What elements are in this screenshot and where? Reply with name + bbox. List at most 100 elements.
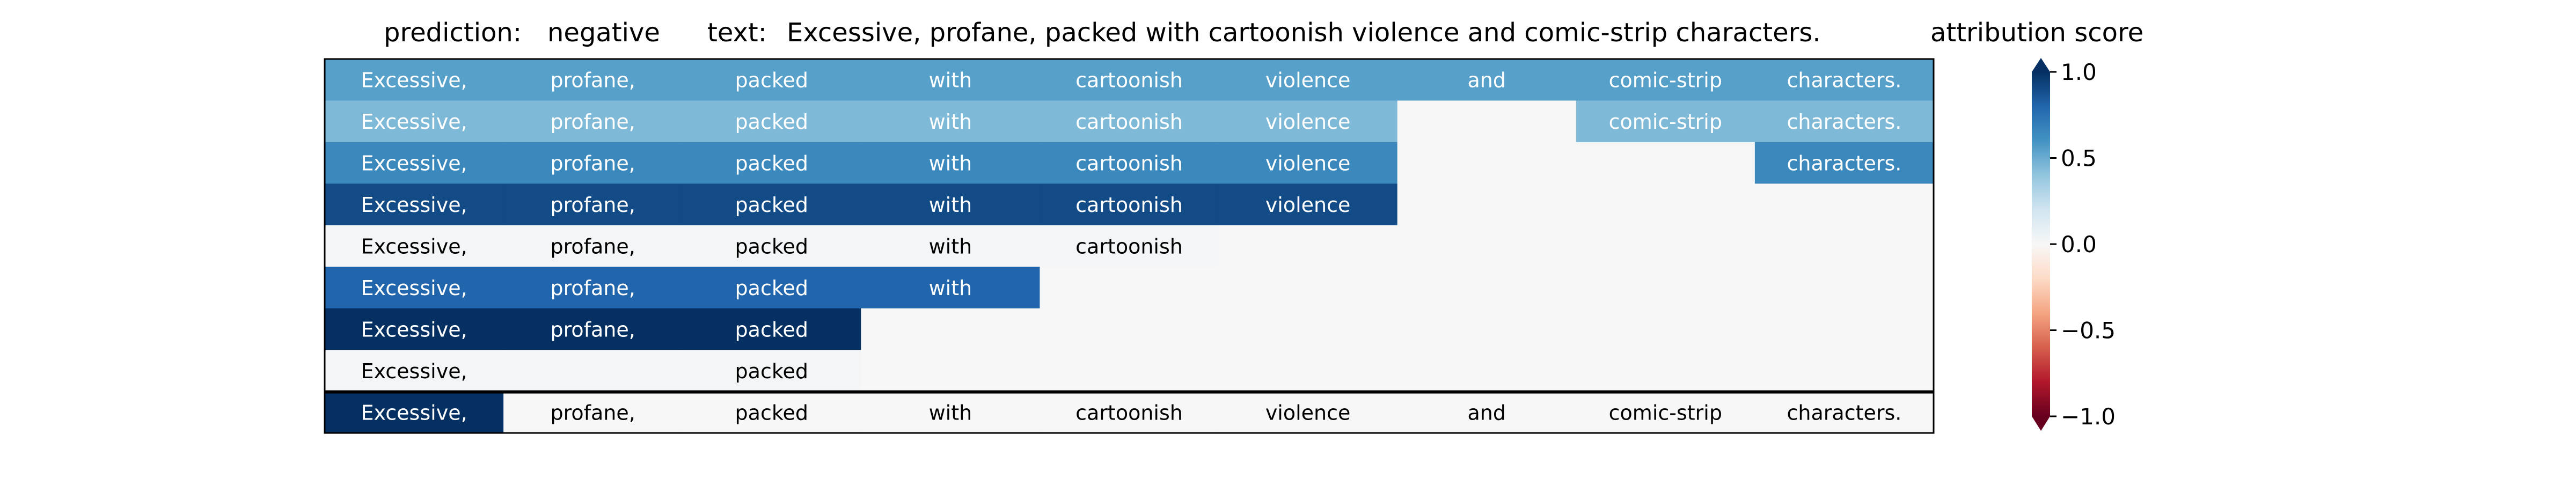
colorbar-title: attribution score — [1930, 18, 2143, 48]
colorbar-gradient — [2032, 72, 2050, 416]
heatmap-cell — [1218, 183, 1398, 226]
heatmap-cell — [861, 100, 1041, 143]
heatmap-cell — [1754, 100, 1934, 143]
heatmap-cell — [1754, 183, 1934, 226]
heatmap-cell — [1218, 350, 1398, 392]
heatmap-cell — [1754, 391, 1934, 433]
heatmap-cell — [1040, 142, 1219, 184]
heatmap-token-label: violence — [1265, 401, 1351, 424]
heatmap-cell — [325, 350, 504, 392]
heatmap-cell — [861, 391, 1041, 433]
heatmap-token-label: violence — [1265, 152, 1351, 175]
heatmap-token-label: with — [929, 69, 972, 92]
heatmap-token-label: cartoonish — [1075, 152, 1183, 175]
heatmap-cell — [325, 100, 504, 143]
heatmap-cell — [1397, 100, 1577, 143]
heatmap-cell — [503, 391, 683, 433]
heatmap-cell — [1397, 142, 1577, 184]
heatmap-cell — [861, 350, 1041, 392]
heatmap-token-label: and — [1467, 69, 1506, 92]
heatmap-cell — [1576, 267, 1755, 309]
heatmap-cell — [1754, 59, 1934, 101]
colorbar: 1.0 0.5 0.0 −0.5 −1.0 — [2032, 58, 2116, 431]
heatmap-token-label: cartoonish — [1075, 193, 1183, 217]
heatmap-cell — [1754, 308, 1934, 350]
heatmap-cell — [1397, 391, 1577, 433]
heatmap-cell — [503, 225, 683, 267]
heatmap-cell — [682, 183, 861, 226]
heatmap-cell — [1576, 183, 1755, 226]
heatmap-cell — [1576, 308, 1755, 350]
heatmap-token-label: profane, — [550, 69, 635, 92]
heatmap-token-label: profane, — [550, 401, 635, 424]
heatmap-cell — [325, 267, 504, 309]
heatmap-token-label: packed — [735, 359, 808, 383]
heatmap-token-label: Excessive, — [361, 401, 467, 424]
heatmap-cell — [1040, 267, 1219, 309]
heatmap-cell — [861, 59, 1041, 101]
heatmap-cell — [1218, 267, 1398, 309]
heatmap-cell — [1754, 142, 1934, 184]
colorbar-tick-label: −0.5 — [2061, 318, 2116, 344]
heatmap-token-label: with — [929, 276, 972, 300]
heatmap-token-label: Excessive, — [361, 318, 467, 341]
heatmap-cell — [1040, 59, 1219, 101]
heatmap-token-label: profane, — [550, 152, 635, 175]
heatmap-token-label: Excessive, — [361, 110, 467, 134]
heatmap-cell — [325, 308, 504, 350]
heatmap-cell — [1218, 142, 1398, 184]
colorbar-tick-label: 1.0 — [2061, 59, 2097, 85]
heatmap-cell — [861, 225, 1041, 267]
text-value: Excessive, profane, packed with cartooni… — [787, 18, 1821, 48]
heatmap-token-label: comic-strip — [1609, 401, 1722, 424]
prediction-value: negative — [547, 18, 660, 48]
heatmap-token-label: Excessive, — [361, 193, 467, 217]
heatmap-cell — [1040, 183, 1219, 226]
heatmap-cell — [861, 142, 1041, 184]
heatmap-token-label: packed — [735, 318, 808, 341]
heatmap-cell — [682, 100, 861, 143]
heatmap-token-label: profane, — [550, 235, 635, 259]
heatmap-cell — [1576, 142, 1755, 184]
heatmap-cell — [325, 142, 504, 184]
heatmap-cell — [682, 267, 861, 309]
heatmap-cell — [1040, 391, 1219, 433]
heatmap-token-label: comic-strip — [1609, 69, 1722, 92]
heatmap-token-label: violence — [1265, 69, 1351, 92]
heatmap-cell — [1040, 308, 1219, 350]
heatmap-cell — [1397, 308, 1577, 350]
heatmap-cell — [1218, 59, 1398, 101]
heatmap-cell — [1218, 308, 1398, 350]
heatmap-cell — [1397, 59, 1577, 101]
heatmap-cell — [682, 225, 861, 267]
heatmap-token-label: with — [929, 110, 972, 134]
colorbar-tick-label: 0.0 — [2061, 231, 2097, 258]
heatmap-grid: Excessive, profane, packed with cartoonish vi… — [325, 59, 1934, 433]
heatmap-cell — [861, 267, 1041, 309]
heatmap-token-label: profane, — [550, 318, 635, 341]
heatmap-cell — [1576, 225, 1755, 267]
prediction-label: prediction: — [384, 18, 522, 48]
heatmap-cell — [325, 391, 504, 433]
heatmap-token-label: with — [929, 193, 972, 217]
heatmap-cell — [682, 350, 861, 392]
heatmap-cell — [1040, 350, 1219, 392]
colorbar-tick-label: 0.5 — [2061, 145, 2097, 172]
heatmap-token-label: packed — [735, 235, 808, 259]
heatmap-token-label: packed — [735, 401, 808, 424]
heatmap-frame — [324, 58, 1935, 434]
heatmap-cell — [503, 308, 683, 350]
heatmap-cell — [1218, 100, 1398, 143]
heatmap-token-label: comic-strip — [1609, 110, 1722, 134]
heatmap-cell — [682, 391, 861, 433]
heatmap-cell — [1576, 59, 1755, 101]
heatmap-token-label: with — [929, 152, 972, 175]
heatmap-token-label: characters. — [1787, 69, 1902, 92]
heatmap-cell — [682, 142, 861, 184]
colorbar-max-arrow — [2032, 58, 2050, 72]
heatmap-cell — [1040, 100, 1219, 143]
heatmap-cell — [1397, 183, 1577, 226]
heatmap-cell — [1218, 391, 1398, 433]
heatmap-token-label: cartoonish — [1075, 401, 1183, 424]
colorbar-min-arrow — [2032, 416, 2050, 431]
